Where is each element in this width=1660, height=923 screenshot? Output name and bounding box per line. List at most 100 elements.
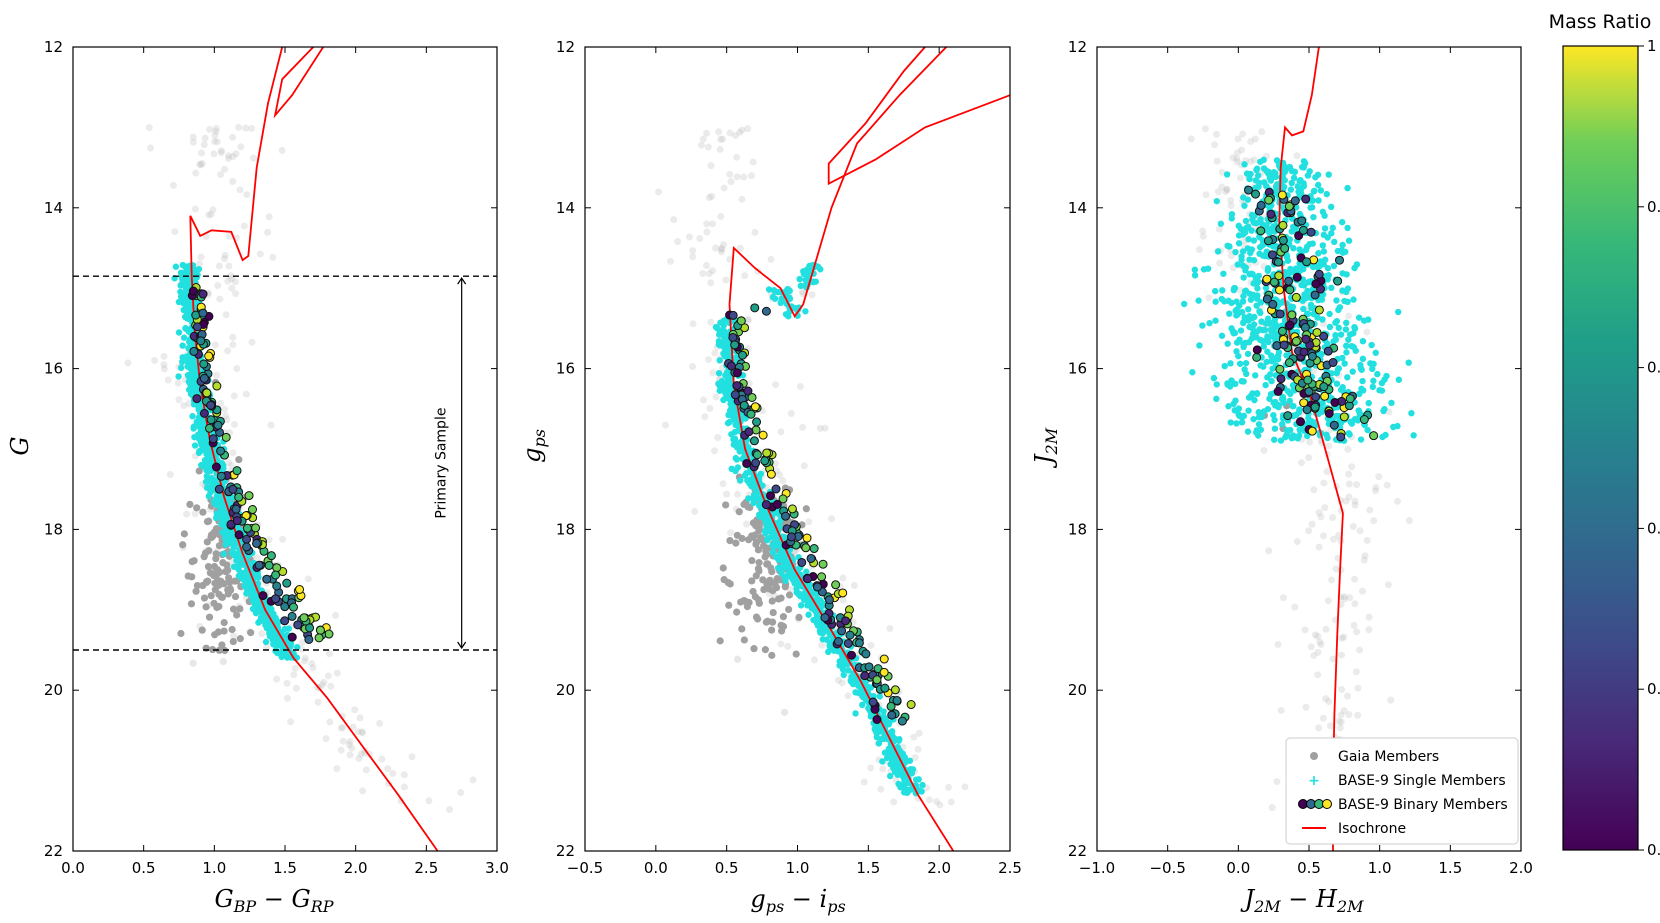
- gaia-member-faint: [945, 783, 953, 791]
- axes-frame: [584, 46, 1011, 852]
- binary-member: [831, 580, 841, 590]
- single-member: [1283, 252, 1291, 259]
- gaia-member: [213, 576, 222, 584]
- binary-member: [1329, 420, 1339, 430]
- binary-member: [752, 450, 762, 460]
- single-member: [802, 308, 809, 315]
- gaia-member: [231, 592, 240, 601]
- single-member: [1365, 399, 1372, 407]
- gaia-member-faint: [211, 137, 219, 145]
- single-member: [890, 756, 898, 764]
- gaia-member-faint: [738, 126, 746, 134]
- single-member: [1357, 361, 1364, 369]
- gaia-member-faint: [278, 146, 286, 154]
- single-member: [730, 436, 737, 443]
- single-member: [1212, 298, 1219, 305]
- single-member: [1307, 204, 1314, 211]
- gaia-member-faint: [1338, 685, 1346, 693]
- gaia-member-faint: [1234, 135, 1242, 143]
- gaia-member: [762, 547, 770, 555]
- colorbar-ticks: 0.5 0.6 0.7 0.8 0.9 1: [1638, 37, 1660, 859]
- single-member: [1410, 432, 1417, 439]
- binary-member: [847, 650, 857, 660]
- gaia-member: [200, 594, 209, 602]
- gaia-member: [781, 708, 789, 716]
- single-member: [1260, 408, 1268, 415]
- single-member: [1343, 319, 1350, 327]
- gaia-member-faint: [354, 728, 362, 736]
- single-member: [748, 483, 756, 490]
- gaia-member-faint: [703, 228, 711, 236]
- single-member: [253, 596, 260, 604]
- binary-member: [732, 381, 742, 391]
- gaia-member-faint: [879, 765, 887, 773]
- gaia-member-faint: [1365, 613, 1373, 621]
- single-member: [208, 474, 215, 482]
- binary-member: [1264, 195, 1274, 205]
- single-member: [287, 643, 294, 651]
- gaia-member-faint: [1351, 497, 1359, 505]
- binary-member: [838, 588, 848, 598]
- single-member: [1335, 324, 1343, 332]
- plot-area: [655, 47, 1010, 851]
- binary-member: [1314, 269, 1324, 279]
- single-member: [1259, 220, 1266, 228]
- binary-member: [771, 484, 781, 494]
- single-member: [205, 492, 213, 500]
- gaia-member-faint: [1310, 652, 1318, 660]
- gaia-member-faint: [124, 359, 132, 367]
- binary-member: [1310, 402, 1320, 412]
- gaia-member-faint: [1342, 497, 1350, 505]
- single-member: [1248, 246, 1256, 253]
- gaia-member-faint: [228, 275, 236, 283]
- binary-member: [817, 572, 827, 582]
- gaia-member-faint: [1301, 626, 1309, 634]
- single-member: [1370, 360, 1377, 368]
- binary-member: [872, 714, 882, 724]
- single-member: [1326, 323, 1334, 331]
- binary-member: [1262, 274, 1272, 284]
- gaia-member-faint: [666, 257, 674, 265]
- gaia-member: [754, 546, 763, 554]
- gaia-member: [748, 532, 756, 540]
- single-member: [1296, 246, 1303, 253]
- binary-member: [1278, 220, 1288, 230]
- single-member: [1278, 396, 1286, 403]
- gaia-member: [186, 500, 194, 508]
- gaia-member-faint: [1336, 724, 1344, 732]
- single-member: [807, 581, 814, 589]
- gaia-member: [229, 637, 237, 646]
- gaia-member-faint: [1337, 718, 1345, 726]
- single-member: [1379, 433, 1386, 441]
- gaia-member-faint: [248, 338, 256, 346]
- gaia-member-faint: [469, 776, 477, 784]
- gaia-member-faint: [1366, 506, 1374, 514]
- gaia-member-faint: [736, 244, 744, 252]
- y-tick-label: 12: [1068, 38, 1087, 56]
- binary-member: [1304, 386, 1314, 396]
- gaia-member: [751, 593, 759, 601]
- gaia-member-faint: [301, 654, 309, 662]
- gaia-member: [235, 456, 243, 464]
- binary-member: [1251, 189, 1261, 199]
- gaia-member-faint: [1223, 185, 1231, 193]
- single-member: [728, 465, 735, 473]
- binary-member: [254, 560, 264, 570]
- binary-member: [1345, 394, 1355, 404]
- binary-member: [854, 638, 864, 648]
- single-member: [175, 373, 182, 380]
- gaia-member-faint: [691, 507, 699, 515]
- gaia-member-faint: [709, 220, 717, 228]
- gaia-member-faint: [1370, 517, 1378, 525]
- gaia-member-faint: [248, 124, 256, 132]
- gaia-member: [220, 627, 228, 635]
- single-member: [1236, 336, 1243, 343]
- single-member: [1327, 203, 1335, 211]
- single-member: [1288, 179, 1295, 187]
- gaia-member-faint: [726, 129, 734, 137]
- gaia-member: [733, 608, 741, 616]
- single-member: [1255, 421, 1263, 428]
- gaia-member-faint: [225, 152, 233, 160]
- single-member: [817, 266, 824, 273]
